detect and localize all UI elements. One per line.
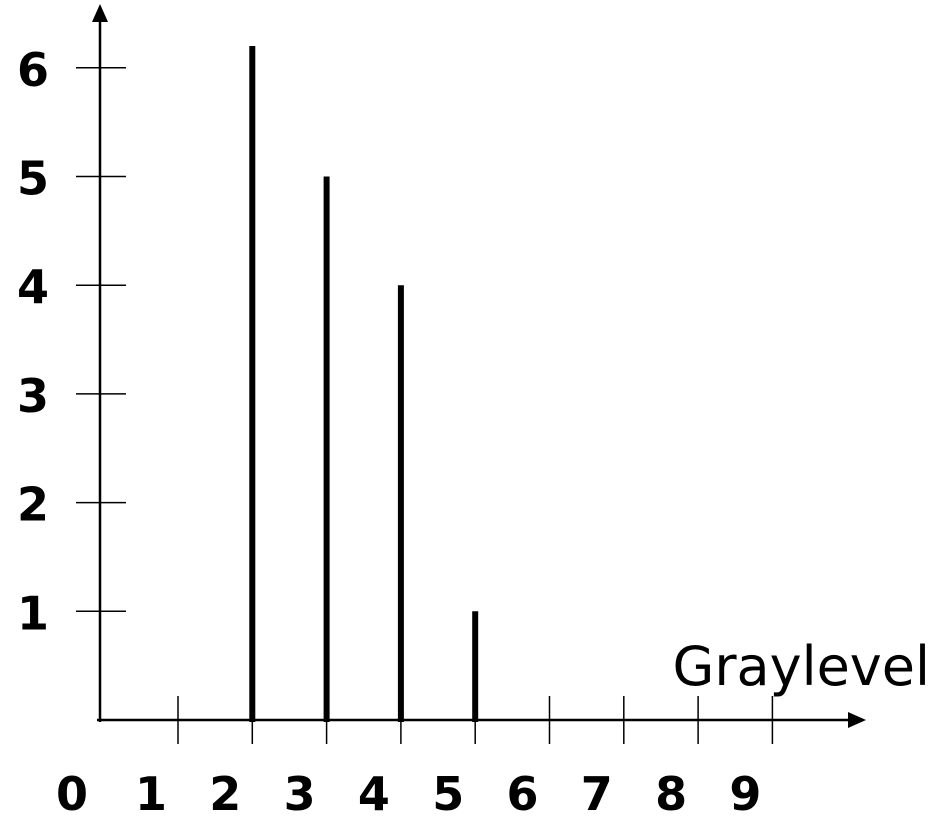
- x-tick-label: 7: [581, 767, 613, 817]
- y-axis-arrowhead: [92, 4, 108, 22]
- y-ticks: [76, 67, 126, 613]
- x-tick-label: 0: [56, 767, 88, 817]
- x-tick-label: 5: [432, 767, 464, 817]
- y-tick-label: 6: [17, 43, 49, 97]
- x-tick-label: 6: [506, 767, 538, 817]
- x-tick-label: 3: [284, 767, 316, 817]
- y-tick-label: 5: [17, 152, 49, 206]
- x-tick-label: 2: [209, 767, 241, 817]
- y-tick-label: 2: [17, 478, 49, 532]
- y-tick-label: 1: [17, 586, 49, 640]
- x-axis-label: Graylevel: [672, 635, 930, 698]
- y-tick-label: 4: [17, 260, 49, 314]
- y-tick-label: 3: [17, 369, 49, 423]
- bars: [249, 46, 479, 722]
- x-tick-label: 4: [358, 767, 390, 817]
- x-axis-arrowhead: [848, 712, 866, 728]
- x-tick-label: 9: [729, 767, 761, 817]
- x-tick-label: 1: [135, 767, 167, 817]
- y-tick-labels: 1 2 3 4 5 6: [17, 43, 49, 640]
- x-tick-label: 8: [655, 767, 687, 817]
- axes: [92, 4, 866, 728]
